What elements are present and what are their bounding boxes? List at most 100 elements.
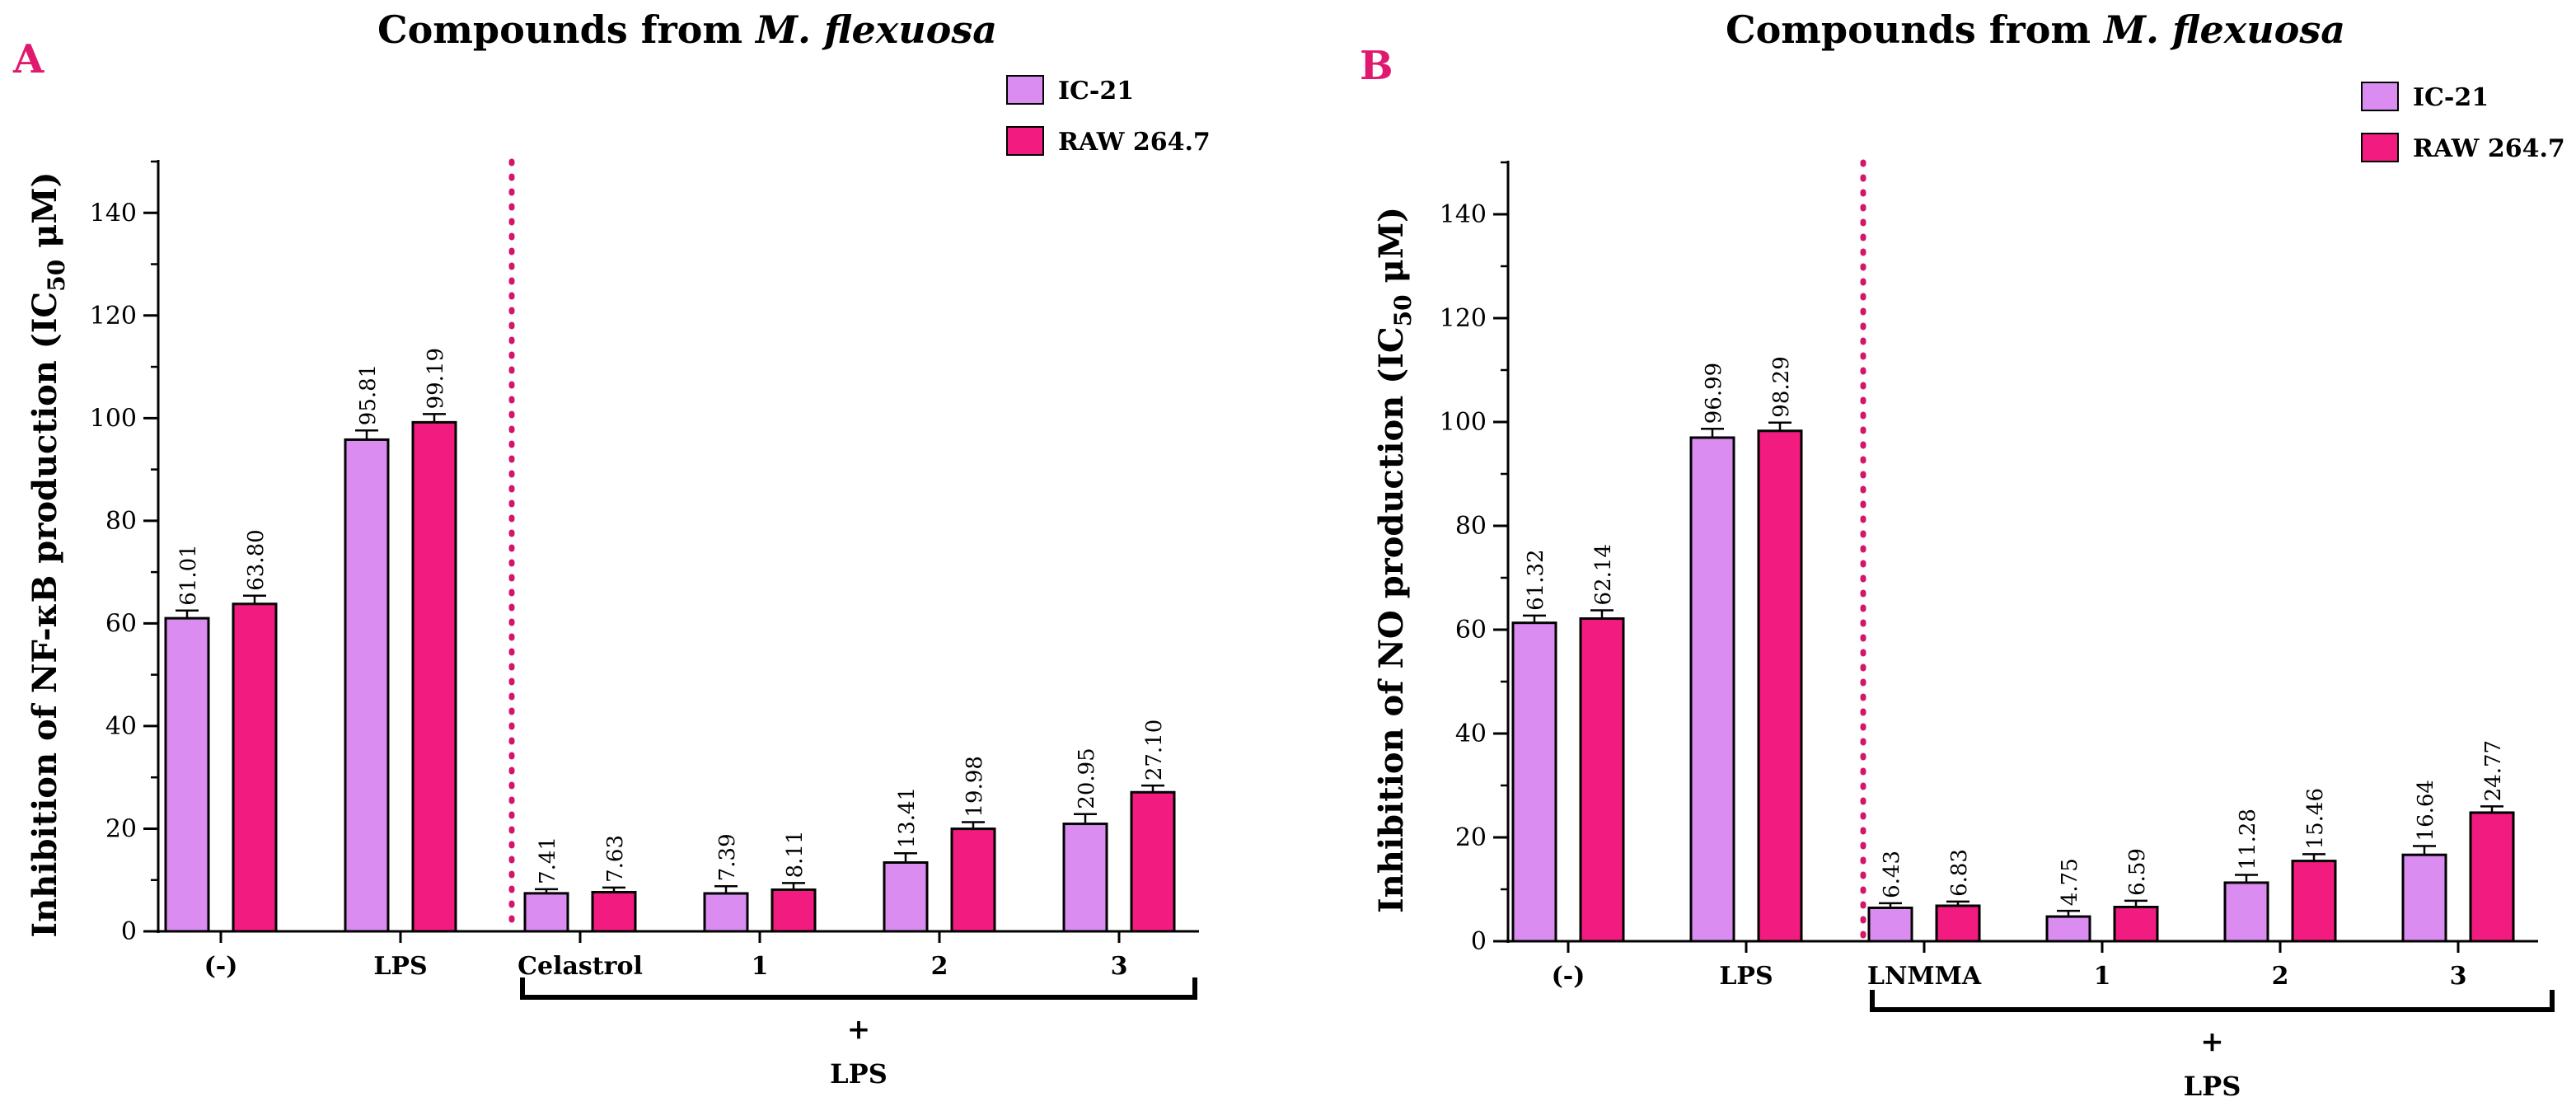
data-label: 7.39: [715, 833, 740, 881]
y-axis-label-sub: 50: [43, 260, 70, 292]
y-axis-label: Inhibition of NO production (IC50 μM): [1372, 207, 1417, 913]
data-label: 61.01: [176, 544, 201, 605]
bar: [1130, 790, 1176, 933]
bar: [344, 438, 390, 933]
x-tick-label: 3: [1111, 952, 1128, 981]
x-tick-label: 2: [931, 952, 948, 981]
y-tick-label: 40: [1455, 720, 1487, 748]
bar: [2223, 881, 2269, 943]
data-label: 27.10: [1142, 720, 1167, 781]
y-tick-label: 20: [1455, 823, 1487, 852]
data-label: 7.41: [536, 837, 560, 884]
y-tick-label: 100: [1440, 408, 1487, 437]
y-axis-label: Inhibition of NF-κB production (IC50 μM): [26, 171, 70, 937]
bar: [1062, 823, 1108, 933]
data-label: 16.64: [2414, 780, 2438, 841]
bar: [1867, 906, 1913, 943]
data-label: 4.75: [2058, 858, 2082, 906]
x-tick-label: LPS: [373, 952, 427, 981]
legend-label: RAW 264.7: [1058, 128, 1211, 157]
data-label: 24.77: [2481, 740, 2506, 801]
legend-swatch-ic21: [1006, 75, 1044, 105]
panel-a-chart: A Compounds from M. flexuosa IC-21 RAW 264.…: [12, 7, 1211, 1090]
bracket-label: LPS: [2184, 1071, 2241, 1097]
chart-title-prefix: Compounds from: [377, 7, 756, 52]
y-tick-label: 80: [105, 507, 137, 536]
legend-label: IC-21: [2413, 83, 2489, 112]
x-tick-label: 1: [2094, 962, 2111, 991]
y-axis-label-main: Inhibition of NF-κB production (IC: [26, 292, 64, 938]
lps-bracket: [1870, 990, 2555, 1012]
data-label: 6.59: [2125, 848, 2150, 896]
bracket-label: LPS: [830, 1058, 888, 1090]
data-label: 63.80: [244, 529, 269, 590]
data-label: 7.63: [603, 835, 628, 883]
y-tick-label: 120: [90, 302, 137, 331]
bar: [2401, 853, 2447, 943]
data-label: 8.11: [783, 831, 808, 879]
y-tick-label: 60: [105, 609, 137, 638]
x-tick-label: (-): [204, 952, 238, 981]
bar: [1935, 904, 1981, 943]
data-label: 99.19: [424, 348, 448, 409]
data-label: 19.98: [962, 756, 987, 817]
bar: [1689, 436, 1735, 943]
x-tick-label: 2: [2272, 962, 2289, 991]
y-tick-label: 140: [1440, 200, 1487, 229]
bar: [1757, 429, 1803, 943]
y-tick-label: 20: [105, 814, 137, 843]
chart-title: Compounds from M. flexuosa: [377, 7, 997, 52]
x-tick-label: (-): [1552, 962, 1585, 991]
x-tick-label: 3: [2450, 962, 2467, 991]
y-axis-label-main: Inhibition of NO production (IC: [1372, 326, 1411, 913]
bar: [411, 420, 457, 933]
data-label: 13.41: [895, 787, 920, 848]
data-label: 62.14: [1591, 544, 1616, 605]
bar: [591, 890, 637, 933]
y-axis-label-end: μM): [1372, 207, 1411, 294]
bar: [703, 892, 749, 933]
bar: [164, 616, 210, 933]
panel-letter: B: [1360, 43, 1393, 89]
panel-b-chart: B Compounds from M. flexuosa IC-21 RAW 264.…: [1360, 7, 2565, 1097]
data-label: 96.99: [1702, 363, 1726, 424]
y-tick-label: 120: [1440, 304, 1487, 333]
legend-label: RAW 264.7: [2413, 134, 2565, 163]
bar: [2113, 905, 2159, 943]
data-label: 11.28: [2236, 809, 2260, 870]
data-label: 98.29: [1769, 356, 1794, 417]
chart-title: Compounds from M. flexuosa: [1726, 7, 2345, 52]
y-axis-label-sub: 50: [1389, 294, 1417, 326]
bar: [2291, 860, 2337, 943]
bar: [2045, 915, 2091, 943]
lps-bracket: [520, 977, 1197, 1000]
bracket-plus: +: [847, 1013, 871, 1046]
y-axis-label-end: μM): [26, 171, 64, 259]
y-tick-label: 40: [105, 712, 137, 741]
legend-swatch-ic21: [2361, 82, 2399, 111]
data-label: 6.83: [1947, 849, 1972, 897]
data-label: 6.43: [1880, 851, 1904, 898]
bar: [232, 602, 278, 933]
bar: [770, 888, 817, 933]
y-tick-label: 0: [121, 917, 137, 946]
chart-title-prefix: Compounds from: [1726, 7, 2104, 52]
y-tick-label: 100: [90, 404, 137, 433]
bar: [523, 892, 569, 933]
bar: [950, 827, 996, 933]
bar: [1511, 621, 1557, 943]
y-tick-label: 80: [1455, 512, 1487, 541]
chart-title-italic: M. flexuosa: [754, 7, 997, 52]
y-tick-label: 140: [90, 199, 137, 227]
bar: [1579, 617, 1625, 943]
x-tick-label: LNMMA: [1867, 962, 1982, 991]
legend-swatch-raw: [1006, 126, 1044, 156]
data-label: 15.46: [2303, 788, 2328, 849]
y-tick-label: 0: [1471, 927, 1487, 956]
chart-title-italic: M. flexuosa: [2102, 7, 2345, 52]
x-tick-label: Celastrol: [518, 952, 643, 981]
bar: [2469, 811, 2515, 943]
data-label: 20.95: [1075, 748, 1099, 809]
data-label: 95.81: [356, 364, 381, 425]
